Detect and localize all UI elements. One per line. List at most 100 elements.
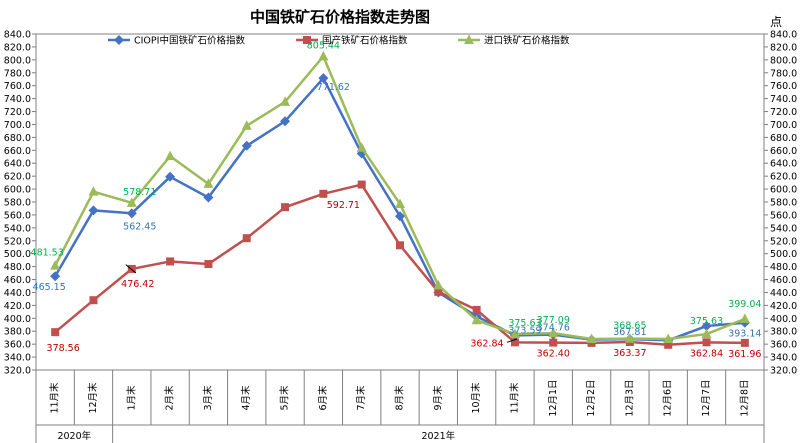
square-marker (472, 305, 481, 314)
triangle-marker (356, 142, 367, 152)
left-tick-label: 540.0 (4, 223, 31, 234)
left-tick-label: 760.0 (4, 81, 31, 92)
triangle-marker (241, 120, 252, 130)
square-marker (510, 338, 519, 347)
x-category-label: 11月末 (508, 382, 520, 414)
left-tick-label: 400.0 (4, 314, 31, 325)
left-tick-label: 360.0 (4, 340, 31, 351)
square-marker (127, 264, 136, 273)
triangle-marker (395, 198, 405, 208)
x-category-label: 12月1日 (548, 379, 559, 416)
diamond-marker (88, 205, 99, 216)
series-layer (50, 50, 750, 349)
x-category-label: 11月末 (49, 382, 61, 414)
left-tick-label: 420.0 (4, 301, 31, 312)
x-category-label: 3月末 (202, 385, 214, 411)
diamond-marker (280, 116, 291, 127)
square-marker (303, 36, 311, 44)
left-tick-label: 720.0 (4, 107, 31, 118)
triangle-marker (471, 314, 482, 325)
right-tick-label: 520.0 (770, 236, 797, 247)
square-marker (204, 260, 213, 269)
triangle-marker (203, 178, 214, 188)
left-tick-label: 340.0 (4, 353, 31, 364)
data-label: 361.96 (728, 349, 761, 360)
data-label: 592.71 (327, 200, 360, 211)
diamond-marker (701, 321, 712, 332)
triangle-marker (739, 313, 750, 323)
square-marker (396, 241, 404, 250)
right-tick-label: 460.0 (770, 275, 797, 286)
triangle-marker (165, 150, 176, 161)
right-tick-label: 780.0 (770, 68, 797, 79)
data-label: 377.09 (537, 315, 570, 326)
right-tick-label: 660.0 (770, 146, 797, 157)
data-label: 375.63 (508, 318, 541, 329)
data-label: 562.45 (123, 221, 156, 232)
left-tick-label: 380.0 (4, 327, 31, 338)
right-tick-label: 560.0 (770, 210, 797, 221)
data-label: 367.81 (613, 327, 646, 338)
right-tick-label: 380.0 (770, 327, 797, 338)
x-category-label: 6月末 (317, 385, 329, 411)
x-category-label: 12月末 (87, 382, 99, 414)
left-tick-label: 800.0 (4, 55, 31, 66)
right-tick-label: 620.0 (770, 172, 797, 183)
triangle-marker (624, 333, 635, 343)
left-tick-label: 320.0 (4, 366, 31, 377)
diamond-marker (241, 140, 252, 151)
square-marker (664, 340, 673, 349)
left-tick-label: 740.0 (4, 94, 31, 105)
square-marker (702, 338, 711, 347)
triangle-marker (586, 333, 597, 343)
data-label: 476.42 (121, 279, 154, 290)
data-label: 363.37 (613, 348, 646, 359)
right-tick-label: 420.0 (770, 301, 797, 312)
square-marker (89, 296, 98, 305)
right-axis-unit-label: 点 (770, 15, 782, 29)
right-tick-label: 440.0 (770, 288, 797, 299)
right-tick-label: 840.0 (770, 30, 797, 41)
x-category-label: 5月末 (279, 385, 291, 411)
x-category-label: 12月6日 (663, 379, 674, 416)
right-tick-label: 540.0 (770, 223, 797, 234)
square-marker (549, 338, 558, 347)
right-y-axis: 320.0 340.0 360.0 380.0 400.0 420.0 440.0 460.0… (764, 30, 797, 377)
data-label: 805.44 (307, 40, 340, 51)
right-tick-label: 800.0 (770, 55, 797, 66)
left-tick-label: 680.0 (4, 133, 31, 144)
data-label: 362.84 (690, 348, 723, 359)
label-leader-line (506, 338, 518, 343)
legend-label: CIOPI中国铁矿石价格指数 (134, 35, 245, 47)
triangle-marker (50, 260, 61, 270)
left-tick-label: 580.0 (4, 198, 31, 209)
square-marker (51, 328, 60, 337)
legend-label: 国产铁矿石价格指数 (322, 35, 408, 47)
legend: CIOPI中国铁矿石价格指数 国产铁矿石价格指数 进口铁矿石价格指数 (108, 34, 570, 47)
right-tick-label: 720.0 (770, 107, 797, 118)
x-category-label: 12月8日 (739, 379, 750, 416)
x-year-group-label: 2021年 (421, 430, 455, 442)
left-y-axis: 320.0 340.0 360.0 380.0 400.0 420.0 440.0 460.0… (4, 30, 36, 377)
right-tick-label: 400.0 (770, 314, 797, 325)
right-tick-label: 580.0 (770, 198, 797, 209)
left-tick-label: 560.0 (4, 210, 31, 221)
triangle-marker (663, 333, 674, 343)
triangle-marker (280, 96, 291, 106)
diamond-marker (203, 192, 214, 203)
legend-item: 进口铁矿石价格指数 (458, 34, 570, 47)
diamond-marker (114, 35, 124, 45)
right-tick-label: 640.0 (770, 159, 797, 170)
right-tick-label: 480.0 (770, 262, 797, 273)
right-tick-label: 320.0 (770, 366, 797, 377)
data-label: 771.62 (317, 82, 350, 93)
chart-title: 中国铁矿石价格指数走势图 (250, 8, 430, 26)
right-tick-label: 600.0 (770, 185, 797, 196)
x-category-label: 12月7日 (701, 379, 712, 416)
data-label: 481.53 (31, 248, 64, 259)
left-tick-label: 780.0 (4, 68, 31, 79)
triangle-marker (464, 34, 474, 44)
data-label: 368.65 (613, 321, 646, 332)
